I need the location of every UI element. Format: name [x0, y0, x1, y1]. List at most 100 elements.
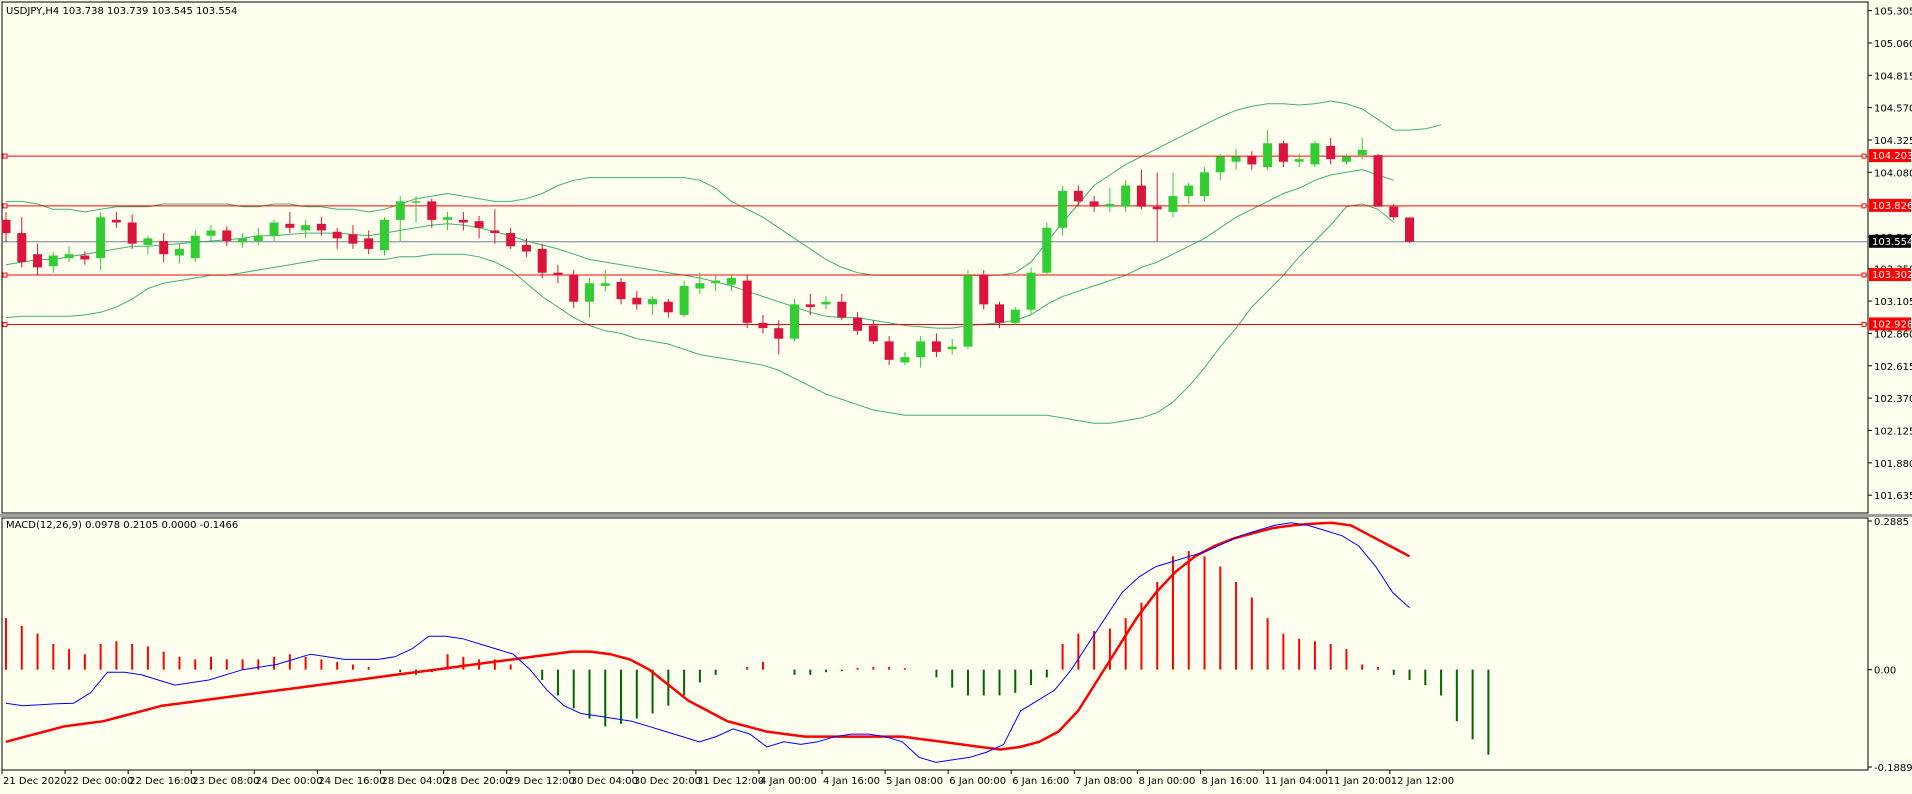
- time-axis-label: 8 Jan 16:00: [1202, 776, 1259, 787]
- bearish-candle: [506, 233, 516, 247]
- bearish-candle: [490, 230, 500, 234]
- bullish-candle: [411, 201, 421, 203]
- bearish-candle: [285, 223, 295, 228]
- horizontal-levels: [2, 153, 1868, 327]
- bearish-candle: [1405, 217, 1415, 242]
- bearish-candle: [316, 223, 326, 231]
- price-panel-title: USDJPY,H4 103.738 103.739 103.545 103.55…: [6, 6, 237, 17]
- bearish-candle: [537, 248, 547, 273]
- bearish-candle: [616, 281, 626, 300]
- axes: 105.305 105.060 104.815 104.570 104.325 104.0…: [1, 7, 1912, 787]
- time-axis-label: 29 Dec 12:00: [508, 776, 575, 787]
- bullish-candle: [64, 254, 74, 259]
- level-anchor-marker: [1861, 272, 1867, 278]
- bullish-candle: [963, 275, 973, 347]
- bullish-candle: [1231, 156, 1241, 162]
- bullish-candle: [1026, 272, 1036, 310]
- bearish-candle: [427, 201, 437, 220]
- bullish-candle: [301, 225, 311, 231]
- bearish-candle: [868, 325, 878, 342]
- bearish-candle: [1089, 201, 1099, 207]
- bearish-candle: [663, 301, 673, 313]
- bearish-candle: [1, 219, 11, 234]
- bullish-candle: [1168, 196, 1178, 212]
- bearish-candle: [1389, 206, 1399, 218]
- time-axis-label: 22 Dec 16:00: [129, 776, 196, 787]
- time-axis-label: 30 Dec 04:00: [571, 776, 638, 787]
- level-anchor-marker: [2, 153, 8, 159]
- bearish-candle: [521, 244, 531, 252]
- price-panel-frame: [1, 1, 1869, 514]
- bullish-candle: [206, 230, 216, 236]
- price-axis-label: 104.080: [1874, 168, 1912, 179]
- bullish-candle: [726, 277, 736, 285]
- price-axis-label: 104.570: [1874, 104, 1912, 115]
- time-axis-label: 30 Dec 20:00: [634, 776, 701, 787]
- bullish-candle: [379, 219, 389, 251]
- bearish-candle: [774, 328, 784, 339]
- time-axis-label: 23 Dec 08:00: [192, 776, 259, 787]
- level-price-tag-label: 103.826: [1872, 201, 1912, 212]
- bearish-candle: [17, 233, 27, 263]
- bearish-candle: [742, 280, 752, 323]
- time-axis-label: 8 Jan 00:00: [1138, 776, 1195, 787]
- bullish-candle: [269, 222, 279, 236]
- macd-panel-frame: [1, 517, 1869, 771]
- price-axis-label: 102.615: [1874, 362, 1912, 373]
- price-axis-label: 101.635: [1874, 491, 1912, 502]
- time-axis-label: 6 Jan 16:00: [1012, 776, 1069, 787]
- level-anchor-marker: [2, 321, 8, 327]
- level-price-tag-label: 102.928: [1872, 319, 1912, 330]
- bullish-candle: [821, 301, 831, 305]
- price-axis-label: 102.125: [1874, 426, 1912, 437]
- level-anchor-marker: [2, 272, 8, 278]
- level-anchor-marker: [1861, 153, 1867, 159]
- price-axis-label: 101.880: [1874, 459, 1912, 470]
- bearish-candle: [931, 341, 941, 352]
- bullish-candle: [190, 235, 200, 259]
- bullish-candle: [253, 235, 263, 241]
- bullish-candle: [679, 285, 689, 315]
- bearish-candle: [127, 222, 137, 244]
- time-axis-label: 24 Dec 16:00: [318, 776, 385, 787]
- level-anchor-marker: [2, 203, 8, 209]
- price-axis-label: 104.325: [1874, 136, 1912, 147]
- level-price-tag-label: 103.302: [1872, 270, 1912, 281]
- bullish-candle: [174, 248, 184, 256]
- bullish-candle: [238, 238, 248, 243]
- price-axis-label: 105.305: [1874, 7, 1912, 18]
- bearish-candle: [805, 304, 815, 308]
- bullish-candle: [443, 217, 453, 220]
- price-axis-label: 102.370: [1874, 394, 1912, 405]
- bullish-candle: [1263, 143, 1273, 168]
- bullish-candle: [1121, 185, 1131, 207]
- macd-main-line: [5, 522, 1410, 763]
- bearish-candle: [458, 219, 468, 223]
- price-axis-label: 104.815: [1874, 71, 1912, 82]
- time-axis-label: 5 Jan 08:00: [886, 776, 943, 787]
- bullish-candle: [711, 280, 721, 284]
- time-axis-label: 24 Dec 00:00: [255, 776, 322, 787]
- bearish-candle: [979, 275, 989, 305]
- bullish-candle: [584, 283, 594, 302]
- bearish-candle: [884, 341, 894, 360]
- bearish-candle: [159, 240, 169, 255]
- time-axis-label: 28 Dec 20:00: [445, 776, 512, 787]
- bullish-candle: [900, 357, 910, 363]
- bullish-candle: [1058, 190, 1068, 228]
- bearish-candle: [1373, 155, 1383, 207]
- bullish-candle: [1184, 185, 1194, 197]
- bullish-candle: [1200, 172, 1210, 197]
- time-axis-label: 6 Jan 00:00: [949, 776, 1006, 787]
- bullish-candle: [695, 283, 705, 289]
- bearish-candle: [1136, 185, 1146, 207]
- bearish-candle: [1278, 143, 1288, 162]
- level-anchor-marker: [1861, 203, 1867, 209]
- price-axis-label: 103.105: [1874, 297, 1912, 308]
- bearish-candle: [853, 317, 863, 331]
- bullish-candle: [1310, 143, 1320, 165]
- time-axis-label: 11 Jan 04:00: [1265, 776, 1328, 787]
